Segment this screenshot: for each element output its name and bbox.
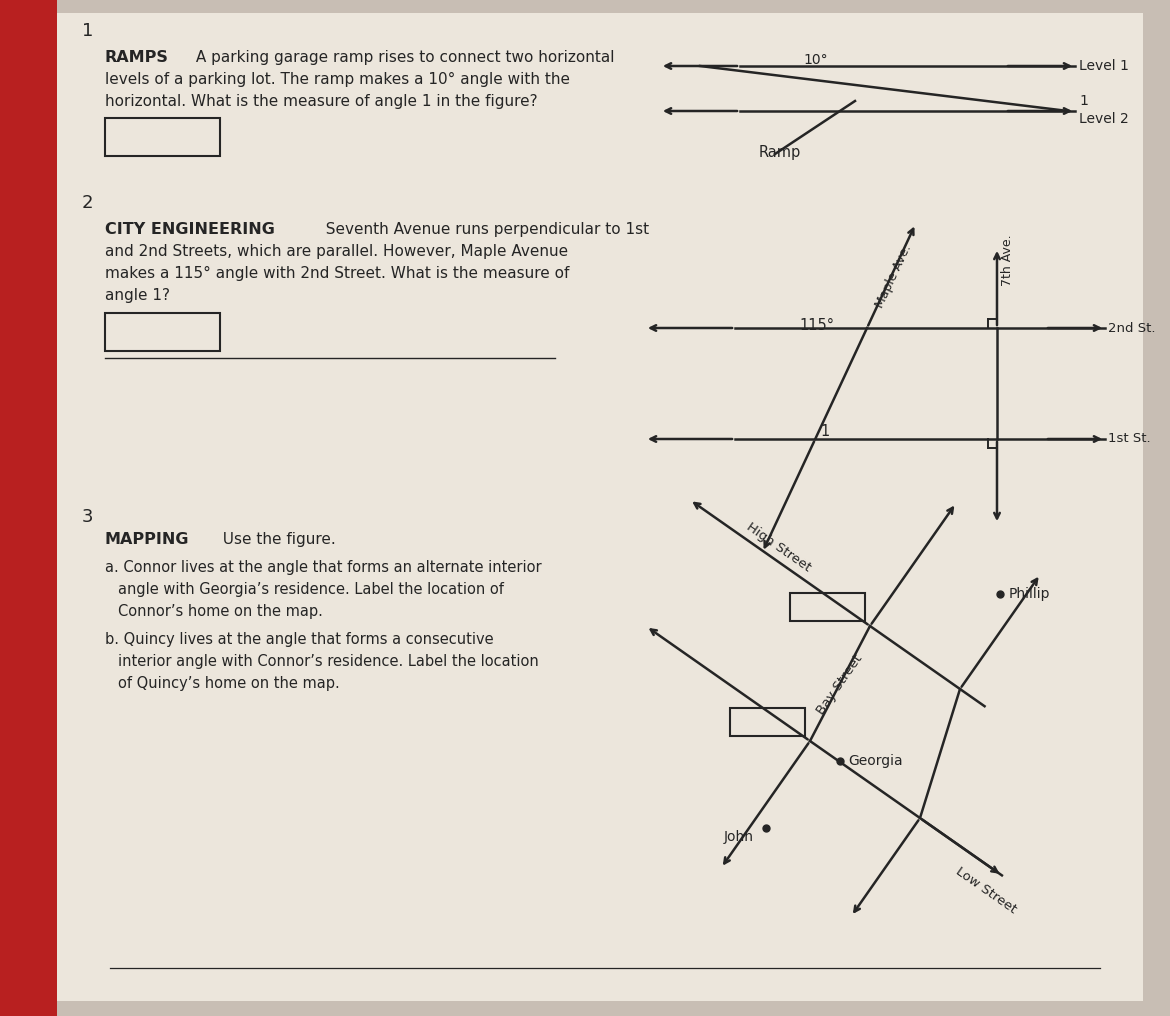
Text: 3: 3 bbox=[82, 508, 94, 526]
Text: Use the figure.: Use the figure. bbox=[213, 532, 336, 547]
Text: 1: 1 bbox=[820, 424, 830, 439]
Text: b. Quincy lives at the angle that forms a consecutive: b. Quincy lives at the angle that forms … bbox=[105, 632, 494, 647]
Text: RAMPS: RAMPS bbox=[105, 50, 168, 65]
Text: MAPPING: MAPPING bbox=[105, 532, 190, 547]
Text: 1st St.: 1st St. bbox=[1108, 433, 1150, 445]
Text: John: John bbox=[724, 830, 755, 844]
Text: angle with Georgia’s residence. Label the location of: angle with Georgia’s residence. Label th… bbox=[118, 582, 504, 597]
Bar bbox=[730, 708, 805, 736]
Text: 115°: 115° bbox=[799, 317, 834, 332]
Text: Seventh Avenue runs perpendicular to 1st: Seventh Avenue runs perpendicular to 1st bbox=[316, 223, 649, 237]
Text: Low Street: Low Street bbox=[952, 865, 1018, 915]
Text: and 2nd Streets, which are parallel. However, Maple Avenue: and 2nd Streets, which are parallel. How… bbox=[105, 244, 569, 259]
Text: 2nd St.: 2nd St. bbox=[1108, 321, 1156, 334]
Text: 1: 1 bbox=[82, 22, 94, 40]
Text: Level 1: Level 1 bbox=[1079, 59, 1129, 73]
Bar bbox=[0, 0, 57, 1016]
Text: a. Connor lives at the angle that forms an alternate interior: a. Connor lives at the angle that forms … bbox=[105, 560, 542, 575]
Text: 1: 1 bbox=[1079, 94, 1088, 108]
Text: Level 2: Level 2 bbox=[1079, 112, 1129, 126]
Text: CITY ENGINEERING: CITY ENGINEERING bbox=[105, 223, 275, 237]
Text: levels of a parking lot. The ramp makes a 10° angle with the: levels of a parking lot. The ramp makes … bbox=[105, 72, 570, 87]
Text: High Street: High Street bbox=[744, 520, 813, 575]
Text: Georgia: Georgia bbox=[848, 754, 902, 768]
Text: interior angle with Connor’s residence. Label the location: interior angle with Connor’s residence. … bbox=[118, 654, 538, 669]
Text: Maple Ave.: Maple Ave. bbox=[873, 243, 914, 310]
Text: horizontal. What is the measure of angle 1 in the figure?: horizontal. What is the measure of angle… bbox=[105, 94, 538, 109]
Text: 10°: 10° bbox=[803, 53, 827, 67]
Text: makes a 115° angle with 2nd Street. What is the measure of: makes a 115° angle with 2nd Street. What… bbox=[105, 266, 570, 281]
Text: Bay Street: Bay Street bbox=[814, 652, 865, 717]
Text: 7th Ave.: 7th Ave. bbox=[1002, 235, 1014, 285]
Bar bbox=[105, 118, 220, 156]
Text: 2: 2 bbox=[82, 194, 94, 212]
Bar bbox=[105, 313, 220, 351]
Text: of Quincy’s home on the map.: of Quincy’s home on the map. bbox=[118, 676, 339, 691]
Text: Phillip: Phillip bbox=[1009, 587, 1049, 601]
Text: Connor’s home on the map.: Connor’s home on the map. bbox=[118, 604, 323, 619]
Text: Ramp: Ramp bbox=[759, 145, 801, 160]
Text: angle 1?: angle 1? bbox=[105, 288, 170, 303]
Text: A parking garage ramp rises to connect two horizontal: A parking garage ramp rises to connect t… bbox=[191, 50, 614, 65]
Bar bbox=[790, 593, 865, 621]
